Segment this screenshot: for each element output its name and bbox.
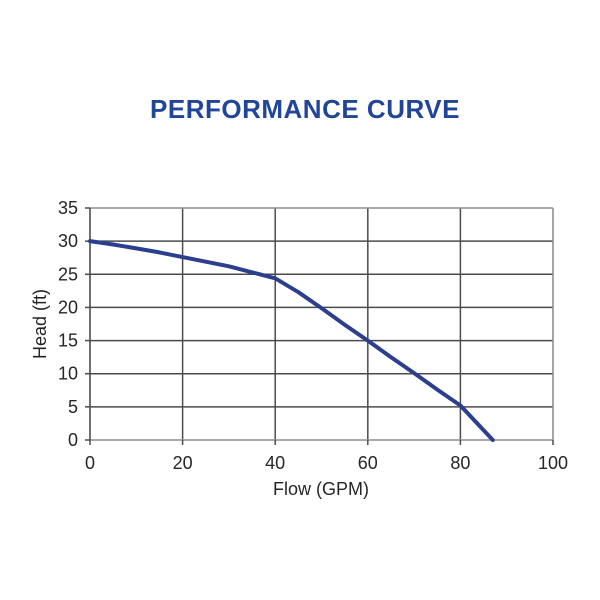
x-tick-label: 60 — [358, 453, 378, 473]
y-tick-label: 0 — [68, 430, 78, 450]
x-tick-label: 40 — [265, 453, 285, 473]
x-tick-label: 20 — [173, 453, 193, 473]
axis-ticks — [85, 207, 554, 445]
plot-frame — [89, 207, 554, 441]
y-tick-label: 10 — [58, 364, 78, 384]
y-axis-tick-labels: 0 5 10 15 20 25 30 35 — [58, 198, 78, 450]
y-tick-label: 35 — [58, 198, 78, 218]
y-tick-label: 25 — [58, 264, 78, 284]
x-tick-label: 80 — [450, 453, 470, 473]
curve-pump-head-curve — [88, 239, 495, 442]
y-tick-label: 15 — [58, 331, 78, 351]
x-tick-label: 100 — [538, 453, 568, 473]
head-flow-curve — [88, 239, 495, 442]
y-axis-title: Head (ft) — [30, 289, 50, 359]
chart-title: PERFORMANCE CURVE — [150, 94, 460, 124]
x-axis-tick-labels: 0 20 40 60 80 100 — [85, 453, 568, 473]
grid-lines — [90, 208, 553, 440]
y-tick-label: 30 — [58, 231, 78, 251]
x-axis-title: Flow (GPM) — [273, 479, 369, 499]
y-tick-label: 5 — [68, 397, 78, 417]
x-tick-label: 0 — [85, 453, 95, 473]
y-tick-label: 20 — [58, 297, 78, 317]
